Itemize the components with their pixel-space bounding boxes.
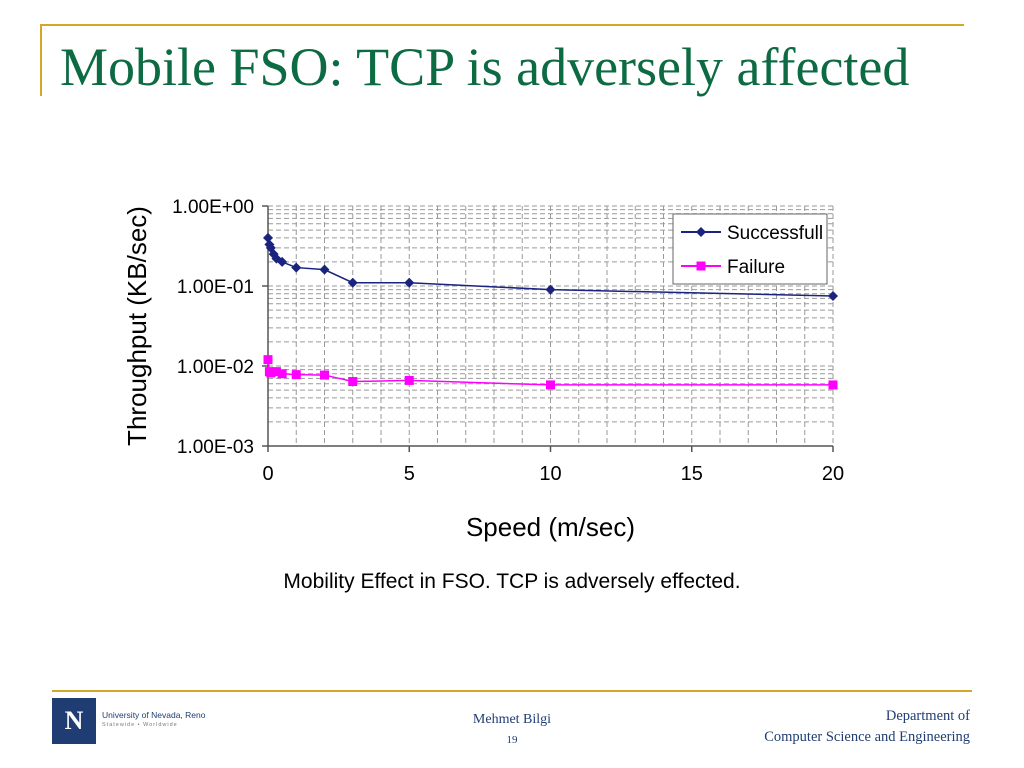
legend-label: Failure — [727, 257, 785, 278]
chart-legend: Successfull Failure — [672, 213, 828, 285]
data-point — [319, 264, 330, 275]
slide-title: Mobile FSO: TCP is adversely affected — [60, 37, 910, 97]
title-frame-left-rule — [40, 24, 42, 96]
x-tick-label: 5 — [404, 463, 415, 485]
data-point — [545, 284, 556, 295]
x-axis-label: Speed (m/sec) — [466, 512, 635, 542]
x-tick-label: 20 — [822, 463, 844, 485]
y-tick-label: 1.00E+00 — [172, 197, 254, 218]
legend-swatch-marker — [696, 227, 706, 237]
university-logo: N University of Nevada, Reno Statewide •… — [52, 698, 212, 748]
x-tick-label: 15 — [681, 463, 703, 485]
page-number: 19 — [506, 734, 518, 746]
footer-author-block: Mehmet Bilgi 19 — [412, 712, 612, 746]
university-logo-name: University of Nevada, Reno — [102, 710, 206, 720]
data-point — [265, 242, 276, 253]
y-axis-label: Throughput (KB/sec) — [122, 206, 152, 446]
data-point — [347, 277, 358, 288]
university-logo-mark: N — [52, 698, 96, 744]
data-point — [404, 277, 415, 288]
legend-box — [672, 213, 828, 285]
data-point — [271, 367, 281, 377]
footer-author: Mehmet Bilgi — [472, 712, 552, 727]
data-point — [546, 380, 555, 390]
data-point — [271, 253, 282, 264]
data-point — [828, 380, 838, 390]
series-failure — [263, 355, 838, 390]
y-tick-label: 1.00E-03 — [177, 437, 254, 458]
figure-caption: Mobility Effect in FSO. TCP is adversely… — [283, 570, 741, 593]
legend-swatch-marker — [696, 261, 706, 271]
department-line-1: Department of — [885, 708, 970, 724]
title-frame-top-rule — [40, 24, 964, 26]
throughput-chart: 1.00E-03 1.00E-02 1.00E-01 1.00E+00 0 5 10 15 20… — [122, 197, 844, 542]
data-point — [277, 256, 288, 267]
university-logo-tagline: Statewide • Worldwide — [102, 722, 178, 728]
data-point — [404, 375, 414, 385]
legend-label: Successfull — [727, 223, 823, 244]
data-point — [291, 370, 301, 380]
data-point — [277, 369, 287, 379]
data-point — [291, 262, 302, 273]
x-tick-label: 10 — [539, 463, 561, 485]
footer-rule — [52, 690, 972, 692]
footer-department: Department of Computer Science and Engin… — [764, 706, 970, 748]
series-successfull — [263, 232, 838, 301]
x-tick-label: 0 — [262, 463, 273, 485]
chart-series — [263, 232, 838, 390]
data-point — [348, 377, 358, 387]
data-point — [828, 290, 838, 301]
chart-tick-labels: 1.00E-03 1.00E-02 1.00E-01 1.00E+00 0 5 10 15 20 — [172, 197, 844, 485]
data-point — [263, 232, 273, 243]
department-line-2: Computer Science and Engineering — [764, 729, 970, 746]
y-tick-label: 1.00E-01 — [177, 277, 254, 298]
data-point — [320, 370, 329, 380]
data-point — [263, 355, 273, 365]
data-point — [266, 368, 276, 378]
y-tick-label: 1.00E-02 — [177, 357, 254, 378]
